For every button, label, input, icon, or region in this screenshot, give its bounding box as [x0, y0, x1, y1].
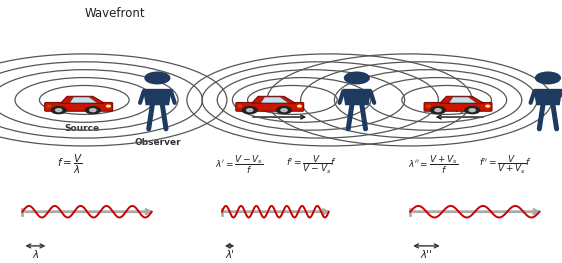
Polygon shape	[61, 96, 105, 103]
Circle shape	[486, 105, 490, 107]
Circle shape	[435, 109, 441, 112]
Text: $f'=\dfrac{V}{V-V_s}f$: $f'=\dfrac{V}{V-V_s}f$	[286, 153, 338, 175]
Polygon shape	[144, 89, 171, 105]
Text: $\lambda''=\dfrac{V+V_s}{f}$: $\lambda''=\dfrac{V+V_s}{f}$	[407, 153, 458, 175]
FancyBboxPatch shape	[236, 104, 252, 109]
Circle shape	[427, 105, 430, 107]
Text: Source: Source	[64, 124, 99, 133]
Polygon shape	[343, 89, 370, 105]
FancyBboxPatch shape	[45, 104, 61, 109]
Circle shape	[469, 109, 475, 112]
Circle shape	[238, 105, 242, 107]
Text: λ'': λ''	[420, 250, 432, 260]
FancyBboxPatch shape	[424, 103, 492, 111]
Text: $f=\dfrac{V}{\lambda}$: $f=\dfrac{V}{\lambda}$	[57, 153, 83, 176]
Polygon shape	[252, 96, 296, 103]
Circle shape	[107, 105, 110, 107]
Text: Observer: Observer	[134, 138, 180, 147]
FancyBboxPatch shape	[45, 103, 112, 111]
Polygon shape	[440, 96, 484, 103]
FancyBboxPatch shape	[235, 103, 303, 111]
Text: λ': λ'	[225, 250, 234, 260]
Circle shape	[242, 107, 257, 114]
Polygon shape	[449, 97, 477, 103]
Circle shape	[145, 72, 170, 84]
Text: Wavefront: Wavefront	[85, 7, 146, 19]
Circle shape	[85, 107, 100, 114]
FancyBboxPatch shape	[424, 104, 439, 109]
Text: $f''=\dfrac{V}{V+V_s}f$: $f''=\dfrac{V}{V+V_s}f$	[479, 153, 532, 175]
Circle shape	[247, 109, 253, 112]
Text: $V_s$: $V_s$	[453, 102, 465, 116]
Circle shape	[465, 107, 479, 114]
FancyBboxPatch shape	[97, 104, 112, 109]
Circle shape	[56, 109, 62, 112]
FancyBboxPatch shape	[476, 104, 491, 109]
Circle shape	[51, 107, 66, 114]
Text: $V_s$: $V_s$	[274, 102, 286, 116]
Polygon shape	[261, 97, 288, 103]
FancyBboxPatch shape	[288, 104, 303, 109]
Circle shape	[298, 105, 301, 107]
Circle shape	[47, 105, 51, 107]
Circle shape	[90, 109, 96, 112]
Text: $\lambda'=\dfrac{V-V_s}{f}$: $\lambda'=\dfrac{V-V_s}{f}$	[215, 153, 263, 175]
Circle shape	[430, 107, 446, 114]
Circle shape	[281, 109, 287, 112]
Circle shape	[345, 72, 369, 84]
Polygon shape	[534, 89, 561, 105]
Text: λ: λ	[33, 250, 38, 260]
Circle shape	[536, 72, 560, 84]
Circle shape	[277, 107, 291, 114]
Polygon shape	[70, 97, 97, 103]
